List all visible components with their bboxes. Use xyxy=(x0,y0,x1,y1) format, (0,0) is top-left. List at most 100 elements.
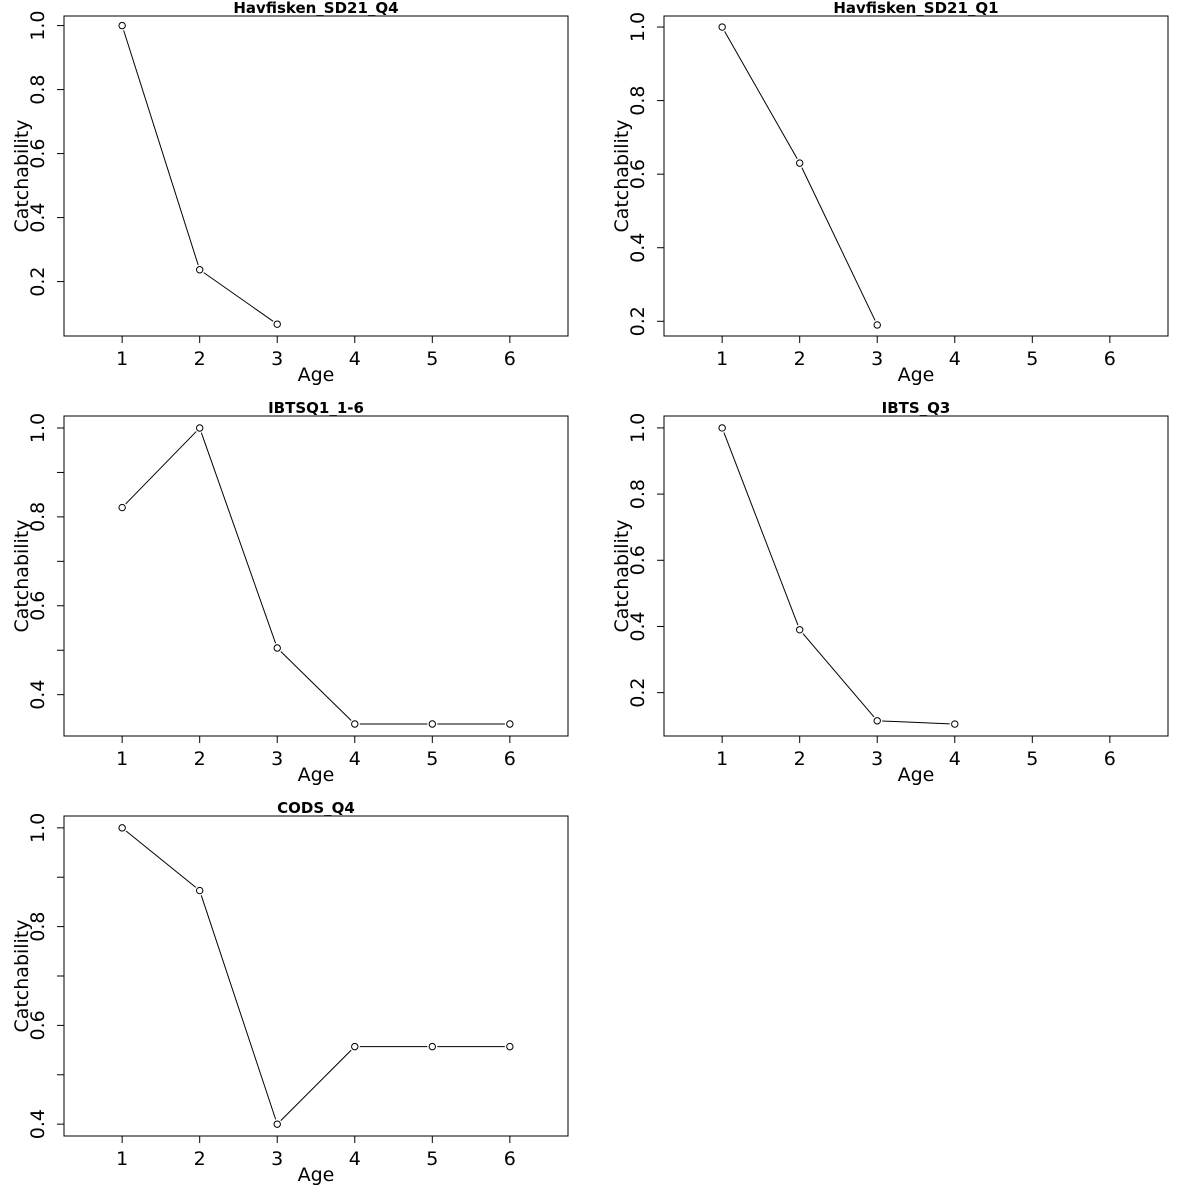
x-tick-label: 1 xyxy=(116,748,128,770)
chart-title: IBTS_Q3 xyxy=(882,399,951,417)
chart-title: IBTSQ1_1-6 xyxy=(268,399,364,417)
x-tick-label: 5 xyxy=(1026,748,1038,770)
x-tick-label: 5 xyxy=(426,348,438,370)
plot-frame xyxy=(663,415,1169,737)
x-tick-label: 4 xyxy=(949,348,961,370)
y-tick-label: 0.8 xyxy=(627,479,649,509)
plot-frame xyxy=(63,415,569,737)
x-tick-label: 4 xyxy=(349,348,361,370)
data-point xyxy=(118,824,126,832)
chart-title: CODS_Q4 xyxy=(277,799,355,817)
x-tick-label: 6 xyxy=(504,348,516,370)
y-tick-label: 0.2 xyxy=(627,306,649,336)
series-segment xyxy=(125,431,197,505)
series-segment xyxy=(203,272,274,322)
y-tick-label: 1.0 xyxy=(27,813,49,843)
y-tick-label: 0.2 xyxy=(27,266,49,296)
x-tick-label: 1 xyxy=(716,348,728,370)
x-tick-label: 1 xyxy=(116,1148,128,1170)
series-segment xyxy=(802,633,875,718)
x-tick-label: 1 xyxy=(716,748,728,770)
y-axis-label: Catchability xyxy=(11,919,33,1032)
data-point xyxy=(428,720,437,728)
y-tick-label: 1.0 xyxy=(627,12,649,42)
y-tick-label: 1.0 xyxy=(27,10,49,40)
x-axis-label: Age xyxy=(298,764,335,786)
x-tick-label: 5 xyxy=(426,748,438,770)
x-tick-label: 5 xyxy=(1026,348,1038,370)
y-tick-label: 0.6 xyxy=(627,159,649,189)
y-tick-label: 0.8 xyxy=(27,74,49,104)
x-tick-label: 4 xyxy=(349,748,361,770)
x-tick-label: 2 xyxy=(794,348,806,370)
series-segment xyxy=(125,830,197,888)
data-point xyxy=(873,717,881,725)
y-tick-label: 0.4 xyxy=(627,611,649,641)
x-axis-label: Age xyxy=(298,364,335,386)
plot-frame xyxy=(663,15,1169,337)
data-point xyxy=(795,626,804,634)
y-tick-label: 0.8 xyxy=(27,912,49,942)
data-point xyxy=(506,1042,514,1051)
series-segment xyxy=(724,31,798,160)
x-tick-label: 6 xyxy=(504,1148,516,1170)
data-point xyxy=(718,23,726,31)
data-point xyxy=(195,424,204,432)
y-tick-label: 1.0 xyxy=(27,413,49,443)
chart-title: Havfisken_SD21_Q4 xyxy=(233,0,398,17)
chart-title: Havfisken_SD21_Q1 xyxy=(833,0,998,17)
data-point xyxy=(273,320,281,328)
series-segment xyxy=(200,895,277,1120)
chart-panel-4: IBTS_Q3 1 2 3 4 5 6 0.2 0.4 0.6 0.8 1.0 Age Catchabil… xyxy=(611,399,1169,786)
y-tick-label: 0.4 xyxy=(27,680,49,710)
y-tick-label: 0.8 xyxy=(27,502,49,532)
x-tick-label: 6 xyxy=(1104,748,1116,770)
data-point xyxy=(351,1042,359,1051)
x-tick-label: 2 xyxy=(794,748,806,770)
y-tick-label: 0.4 xyxy=(27,202,49,232)
x-tick-label: 2 xyxy=(194,1148,206,1170)
chart-panel-1: Havfisken_SD21_Q4 1 2 3 4 5 6 0.2 0.4 0.6 0.8 1.0 Ag… xyxy=(11,0,569,386)
plot-frame xyxy=(63,15,569,337)
y-tick-label: 0.4 xyxy=(627,233,649,263)
data-point xyxy=(718,424,726,432)
y-axis-label: Catchability xyxy=(611,519,633,632)
y-tick-label: 0.8 xyxy=(627,85,649,115)
x-tick-label: 6 xyxy=(1104,348,1116,370)
chart-panel-2: Havfisken_SD21_Q1 1 2 3 4 5 6 0.2 0.4 0.6 0.8 1.0 Ag… xyxy=(611,0,1169,386)
data-point xyxy=(195,886,204,895)
y-tick-label: 0.2 xyxy=(627,678,649,708)
x-tick-label: 3 xyxy=(271,1148,283,1170)
x-tick-label: 4 xyxy=(349,1148,361,1170)
y-tick-label: 0.6 xyxy=(27,1010,49,1040)
x-axis-label: Age xyxy=(898,764,935,786)
x-tick-label: 3 xyxy=(271,348,283,370)
x-tick-label: 2 xyxy=(194,748,206,770)
y-tick-label: 0.6 xyxy=(27,591,49,621)
series-segment xyxy=(280,651,352,721)
y-axis-label: Catchability xyxy=(11,119,33,232)
x-axis-label: Age xyxy=(298,1164,335,1186)
x-tick-label: 2 xyxy=(194,348,206,370)
data-point xyxy=(873,321,881,329)
data-point xyxy=(195,266,204,274)
x-tick-label: 4 xyxy=(949,748,961,770)
series-segment xyxy=(123,30,199,266)
series-segment xyxy=(801,167,876,321)
x-tick-label: 3 xyxy=(271,748,283,770)
y-axis-label: Catchability xyxy=(11,519,33,632)
x-tick-label: 3 xyxy=(871,348,883,370)
y-axis-label: Catchability xyxy=(611,119,633,232)
plot-frame xyxy=(63,815,569,1137)
x-tick-label: 5 xyxy=(426,1148,438,1170)
data-point xyxy=(273,1120,281,1128)
series-segment xyxy=(200,432,277,644)
data-point xyxy=(273,644,281,652)
y-tick-label: 0.6 xyxy=(27,138,49,168)
series-segment xyxy=(280,1049,352,1121)
data-point xyxy=(795,159,804,167)
y-tick-label: 1.0 xyxy=(627,413,649,443)
x-tick-label: 6 xyxy=(504,748,516,770)
data-point xyxy=(351,720,359,728)
